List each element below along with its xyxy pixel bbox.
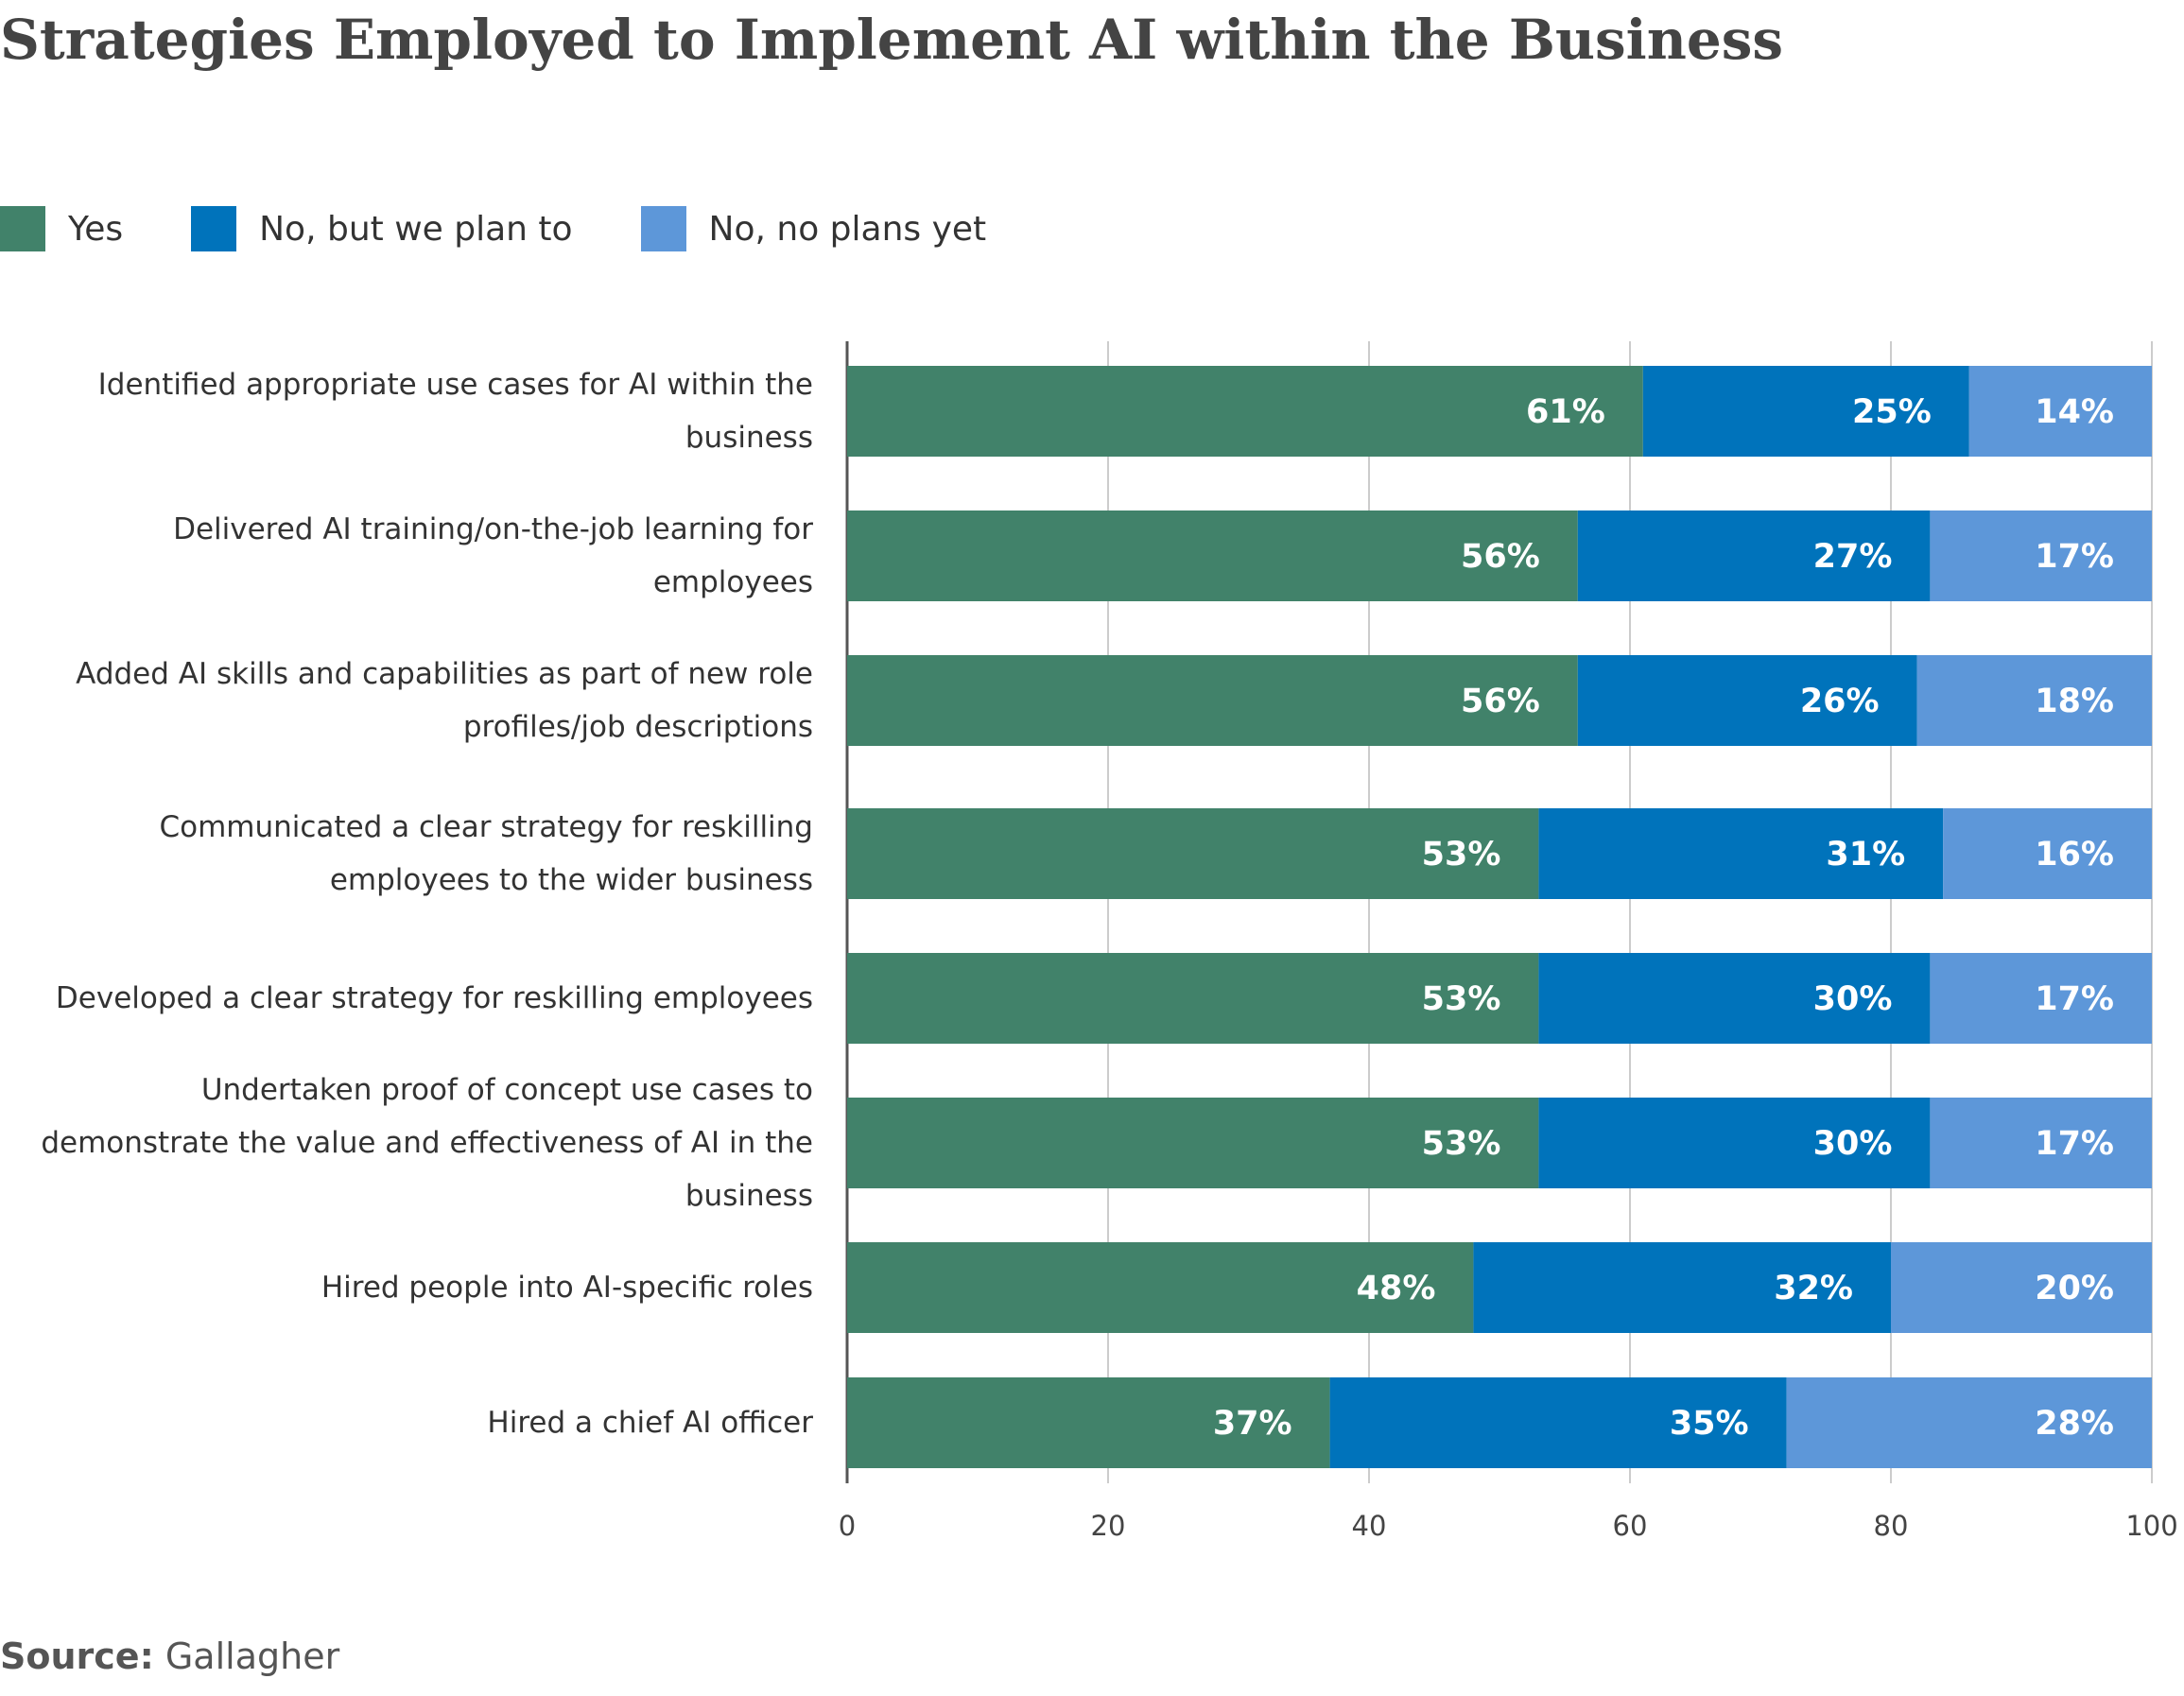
value-label: 20% xyxy=(2035,1270,2114,1307)
category-label: Developed a clear strategy for reskillin… xyxy=(55,981,813,1015)
legend-label: No, but we plan to xyxy=(259,209,573,249)
bar-segment xyxy=(847,511,1578,601)
bar-segment xyxy=(1577,655,1917,746)
bar-segment xyxy=(847,808,1539,899)
value-label: 17% xyxy=(2035,538,2114,576)
value-label: 30% xyxy=(1813,1125,1893,1163)
value-label: 56% xyxy=(1461,683,1540,720)
value-label: 31% xyxy=(1826,836,1905,874)
legend-swatch xyxy=(191,206,237,251)
source: Source: Gallagher xyxy=(0,1635,339,1677)
category-label: Identified appropriate use cases for AI … xyxy=(97,368,813,455)
x-tick-label: 20 xyxy=(1091,1510,1126,1542)
value-label: 30% xyxy=(1813,980,1893,1018)
value-label: 35% xyxy=(1670,1405,1749,1443)
bar-segment xyxy=(1930,953,2152,1044)
source-label: Source: xyxy=(0,1635,154,1677)
category-label: Added AI skills and capabilities as part… xyxy=(76,657,813,744)
bar-segment xyxy=(1538,953,1931,1044)
value-label: 17% xyxy=(2035,980,2114,1018)
value-label: 28% xyxy=(2035,1405,2114,1443)
value-label: 37% xyxy=(1213,1405,1292,1443)
category-label: Communicated a clear strategy for reskil… xyxy=(159,810,813,897)
value-label: 25% xyxy=(1852,393,1932,431)
bar-segment xyxy=(1538,808,1944,899)
legend-item: No, no plans yet xyxy=(640,206,987,251)
legend: Yes No, but we plan to No, no plans yet xyxy=(0,206,1054,251)
x-tick-label: 0 xyxy=(839,1510,856,1542)
legend-item: No, but we plan to xyxy=(191,206,573,251)
bar-segment xyxy=(847,1377,1330,1468)
legend-label: No, no plans yet xyxy=(708,209,987,249)
value-label: 53% xyxy=(1422,836,1501,874)
bar-segment xyxy=(847,1098,1539,1188)
bar-segment xyxy=(1473,1242,1891,1333)
x-tick-label: 60 xyxy=(1613,1510,1648,1542)
bar-segment xyxy=(1642,366,1969,457)
bar-segment xyxy=(1329,1377,1787,1468)
value-label: 18% xyxy=(2035,683,2114,720)
legend-item: Yes xyxy=(0,206,123,251)
value-label: 17% xyxy=(2035,1125,2114,1163)
value-label: 53% xyxy=(1422,980,1501,1018)
category-label: Hired a chief AI officer xyxy=(487,1406,813,1440)
x-tick-label: 80 xyxy=(1874,1510,1909,1542)
bar-segment xyxy=(1930,511,2152,601)
bar-segment xyxy=(847,366,1643,457)
bar-segment xyxy=(1891,1242,2152,1333)
value-label: 53% xyxy=(1422,1125,1501,1163)
value-label: 61% xyxy=(1526,393,1605,431)
bar-segment xyxy=(1577,511,1931,601)
bar-segment xyxy=(1786,1377,2152,1468)
bar-segment xyxy=(1968,366,2152,457)
value-label: 32% xyxy=(1774,1270,1853,1307)
category-label: Delivered AI training/on-the-job learnin… xyxy=(173,512,813,599)
x-tick-label: 100 xyxy=(2125,1510,2177,1542)
bar-segment xyxy=(847,1242,1474,1333)
bar-segment xyxy=(1943,808,2152,899)
value-label: 48% xyxy=(1357,1270,1436,1307)
value-label: 16% xyxy=(2035,836,2114,874)
value-label: 14% xyxy=(2035,393,2114,431)
source-text: Gallagher xyxy=(165,1635,340,1677)
category-label: Hired people into AI-specific roles xyxy=(321,1271,813,1305)
legend-label: Yes xyxy=(68,209,124,249)
legend-swatch xyxy=(640,206,686,251)
bar-segment xyxy=(847,655,1578,746)
bar-segment xyxy=(847,953,1539,1044)
category-label: Undertaken proof of concept use cases to… xyxy=(41,1073,813,1213)
value-label: 56% xyxy=(1461,538,1540,576)
bar-segment xyxy=(1930,1098,2152,1188)
bar-segment xyxy=(1916,655,2152,746)
value-label: 26% xyxy=(1800,683,1880,720)
legend-swatch xyxy=(0,206,45,251)
value-label: 27% xyxy=(1813,538,1893,576)
x-tick-label: 40 xyxy=(1352,1510,1387,1542)
chart-title: Strategies Employed to Implement AI with… xyxy=(0,8,1784,72)
bar-segment xyxy=(1538,1098,1931,1188)
